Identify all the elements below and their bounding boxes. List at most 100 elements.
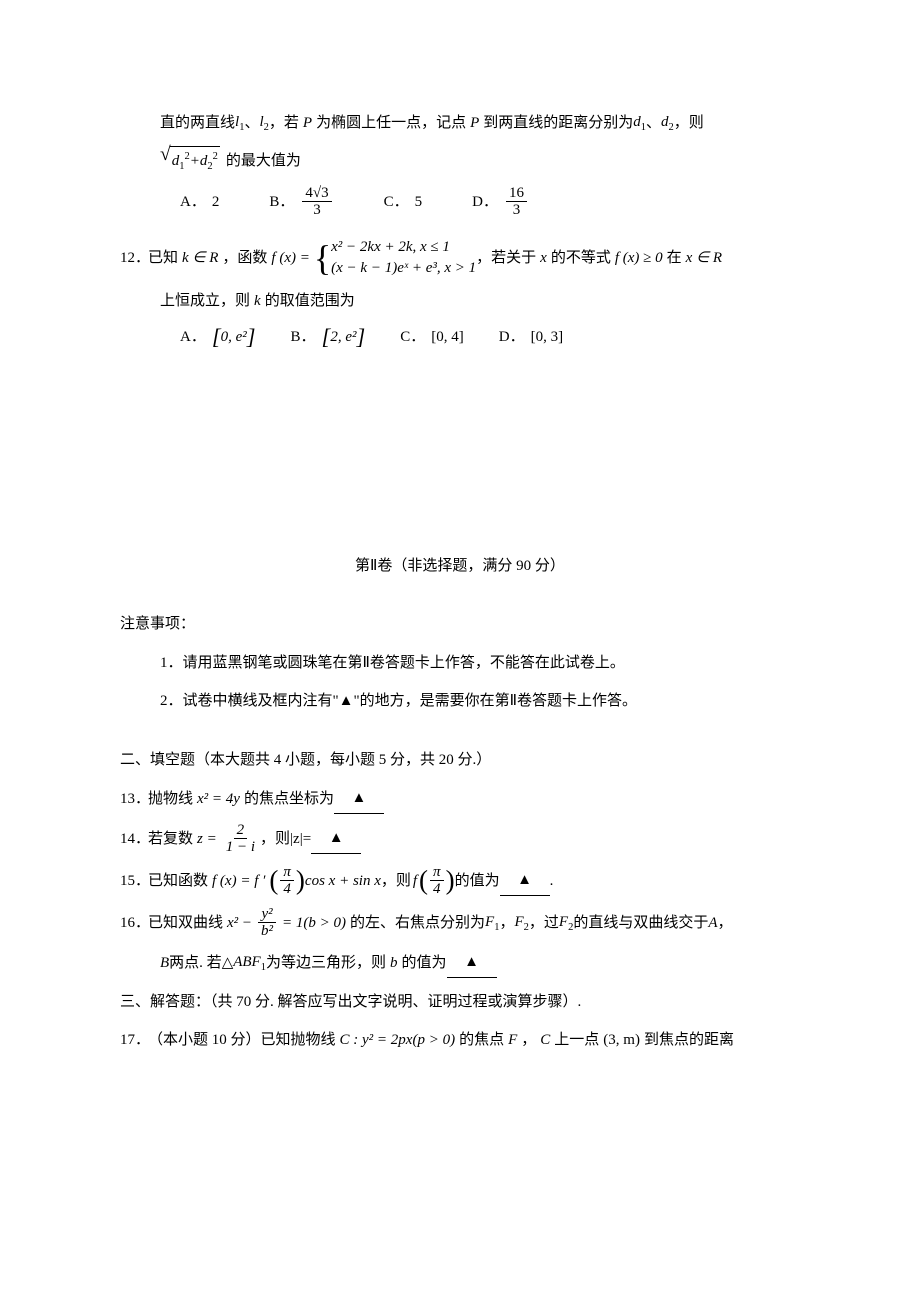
text: 的焦点 — [459, 1026, 504, 1055]
text: ，过 — [529, 909, 559, 938]
B: B — [160, 949, 169, 978]
point: (3, m) — [603, 1026, 640, 1055]
blank: ▲ — [447, 948, 497, 978]
label: B． — [291, 323, 316, 352]
var-b: b — [390, 949, 398, 978]
text: 在 — [667, 244, 682, 273]
var-P: P — [303, 109, 312, 138]
part2-title: 第Ⅱ卷（非选择题，满分 90 分） — [120, 552, 800, 581]
notice-2: 2．试卷中横线及框内注有"▲"的地方，是需要你在第Ⅱ卷答题卡上作答。 — [120, 687, 800, 716]
F1: F — [485, 914, 494, 930]
qnum: 16． — [120, 909, 148, 938]
value: 2 — [212, 188, 220, 217]
text: 直的两直线 — [160, 109, 235, 138]
den: 4 — [280, 881, 294, 898]
option-D: D． [0, 3] — [499, 323, 563, 352]
f-of-x: f (x) = — [271, 244, 309, 273]
text: ，若 — [269, 109, 299, 138]
text: ，若关于 — [476, 244, 536, 273]
label: D． — [499, 323, 525, 352]
text: 若复数 — [148, 825, 193, 854]
val: [0, 4] — [431, 323, 464, 352]
text: ，则 — [381, 867, 411, 896]
var-k: k — [254, 287, 261, 316]
blank: ▲ — [334, 784, 384, 814]
A: A — [708, 909, 717, 938]
var-d1: d — [633, 114, 641, 130]
case1: x² − 2kx + 2k, x ≤ 1 — [331, 237, 476, 258]
text: 的焦点坐标为 — [244, 785, 334, 814]
label: D． — [472, 188, 498, 217]
text: 到焦点的距离 — [644, 1026, 734, 1055]
q12-line1: 12． 已知 k ∈ R ，函数 f (x) = { x² − 2kx + 2k… — [120, 237, 800, 279]
val: 2, e² — [330, 323, 356, 352]
qnum: 13． — [120, 785, 148, 814]
label: B． — [269, 188, 294, 217]
notice-heading: 注意事项： — [120, 610, 800, 639]
triangle-icon: △ — [222, 949, 234, 978]
den: b² — [258, 923, 276, 940]
section3-title: 三、解答题：（共 70 分. 解答应写出文字说明、证明过程或演算步骤）. — [120, 988, 800, 1017]
blank: ▲ — [311, 824, 361, 854]
text: 为椭圆上任一点，记点 — [316, 109, 466, 138]
text: ， — [521, 1026, 536, 1055]
F: F — [508, 1026, 517, 1055]
eq-left: x² − — [227, 909, 252, 938]
text: 到两直线的距离分别为 — [483, 109, 633, 138]
q11-line1: 直的两直线 l1 、 l2 ，若 P 为椭圆上任一点，记点 P 到两直线的距离分… — [120, 108, 800, 138]
section2-title: 二、填空题（本大题共 4 小题，每小题 5 分，共 20 分.） — [120, 746, 800, 775]
text: 已知双曲线 — [148, 909, 223, 938]
label: C． — [384, 188, 409, 217]
text: 的最大值为 — [226, 147, 301, 176]
text: 的左、右焦点分别为 — [350, 909, 485, 938]
expr: k ∈ R — [182, 244, 218, 273]
abs-z: |z| — [290, 825, 303, 854]
option-A: A． [0, e²] — [180, 323, 256, 352]
text: ，函数 — [222, 244, 267, 273]
text: 抛物线 — [148, 785, 193, 814]
option-C: C． 5 — [384, 188, 423, 217]
text: ，则 — [260, 825, 290, 854]
text: 上一点 — [554, 1026, 599, 1055]
notice-1: 1．请用蓝黑钢笔或圆珠笔在第Ⅱ卷答题卡上作答，不能答在此试卷上。 — [120, 649, 800, 678]
sqrt-expr: d12+d22 — [160, 146, 220, 177]
option-B: B． [2, e²] — [291, 323, 366, 352]
text: （本小题 10 分）已知抛物线 — [148, 1026, 336, 1055]
val: [0, 3] — [531, 323, 564, 352]
case2: (x − k − 1)eˣ + e³, x > 1 — [331, 258, 476, 279]
text: 上恒成立，则 — [160, 287, 250, 316]
text: 的取值范围为 — [265, 287, 355, 316]
var-d2: d — [661, 114, 669, 130]
var-P: P — [470, 109, 479, 138]
qnum: 15． — [120, 867, 148, 896]
text: 为等边三角形，则 — [266, 949, 386, 978]
num: 4√3 — [302, 185, 331, 203]
num: π — [430, 864, 444, 882]
num: 2 — [234, 822, 248, 840]
den: 1 − i — [223, 839, 258, 856]
num: y² — [258, 906, 275, 924]
F2: F — [514, 914, 523, 930]
q12-line2: 上恒成立，则 k 的取值范围为 — [120, 287, 800, 316]
num: π — [280, 864, 294, 882]
val: 0, e² — [221, 323, 247, 352]
text: 的值为 — [455, 867, 500, 896]
qnum: 17． — [120, 1026, 148, 1055]
text: 两点. 若 — [169, 949, 222, 978]
den: 3 — [510, 202, 524, 219]
piecewise: { x² − 2kx + 2k, x ≤ 1 (x − k − 1)eˣ + e… — [314, 237, 476, 279]
q11-line2: d12+d22 的最大值为 — [120, 146, 800, 177]
sub: 1 — [179, 161, 184, 172]
text: 的不等式 — [551, 244, 611, 273]
label: C． — [400, 323, 425, 352]
text: 已知 — [148, 244, 178, 273]
cosx: cos x + sin x — [305, 867, 381, 896]
option-C: C． [0, 4] — [400, 323, 464, 352]
qnum: 12． — [120, 244, 148, 273]
option-B: B． 4√3 3 — [269, 185, 333, 219]
f: f — [413, 867, 417, 896]
q16-line1: 16． 已知双曲线 x² − y² b² = 1(b > 0) 的左、右焦点分别… — [120, 906, 800, 940]
text: ，则 — [674, 109, 704, 138]
qnum: 14． — [120, 825, 148, 854]
q12-options: A． [0, e²] B． [2, e²] C． [0, 4] D． [0, 3… — [120, 323, 800, 352]
